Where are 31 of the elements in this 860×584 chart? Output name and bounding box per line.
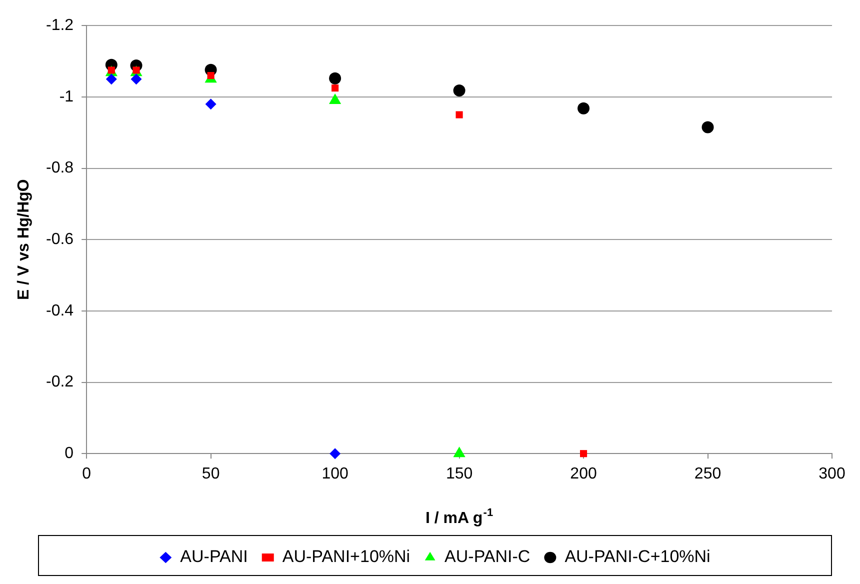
point bbox=[106, 74, 117, 85]
y-tick-label: -0.6 bbox=[46, 231, 74, 248]
x-tick-label: 0 bbox=[82, 466, 92, 483]
legend-label: AU-PANI-C+10%Ni bbox=[564, 547, 710, 566]
y-tick-label: -0.2 bbox=[46, 374, 74, 391]
y-tick-label: -1.2 bbox=[46, 17, 74, 34]
point bbox=[205, 98, 216, 110]
point bbox=[578, 102, 590, 114]
x-tick-label: 300 bbox=[818, 466, 846, 483]
x-tick-label: 200 bbox=[570, 466, 597, 483]
point bbox=[329, 72, 342, 84]
point bbox=[580, 450, 588, 458]
x-tick-label: 250 bbox=[694, 466, 722, 483]
point bbox=[702, 121, 714, 134]
point bbox=[330, 448, 341, 460]
x-tick-label: 50 bbox=[202, 466, 220, 483]
legend-label: AU-PANI+10%Ni bbox=[282, 547, 410, 566]
point bbox=[453, 84, 466, 97]
x-tick-label: 150 bbox=[446, 466, 473, 483]
y-tick-label: 0 bbox=[64, 445, 74, 462]
x-tick-label: 100 bbox=[322, 466, 348, 483]
point bbox=[332, 84, 339, 92]
y-axis-title: E / V vs Hg/HgO bbox=[15, 179, 32, 300]
point bbox=[130, 74, 142, 85]
y-tick-label: -1 bbox=[59, 88, 74, 106]
point bbox=[207, 72, 214, 80]
legend-label: AU-PANI bbox=[180, 547, 248, 566]
y-tick-label: -0.8 bbox=[46, 160, 74, 177]
y-tick-label: -0.4 bbox=[46, 302, 74, 320]
legend-label: AU-PANI-C bbox=[444, 547, 530, 566]
point bbox=[456, 111, 463, 118]
